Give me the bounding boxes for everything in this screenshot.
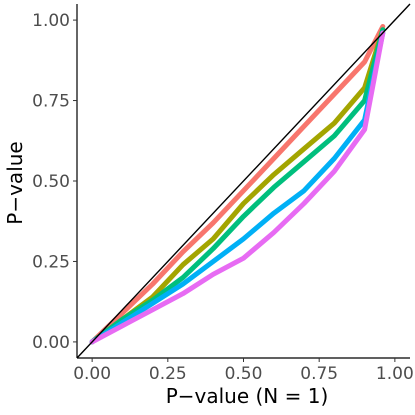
x-axis-ticks: 0.00 0.25 0.50 0.75 1.00	[73, 358, 414, 384]
series-layer	[89, 24, 386, 345]
series-line-5	[89, 30, 386, 345]
x-tick-label: 0.75	[300, 364, 338, 384]
series-line-1	[89, 24, 386, 345]
x-tick-label: 1.00	[376, 364, 414, 384]
series-line-4	[89, 30, 386, 345]
series-line-3	[89, 27, 386, 345]
x-tick-label: 0.50	[225, 364, 263, 384]
y-tick-label: 1.00	[32, 11, 70, 31]
y-axis-ticks: 0.00 0.25 0.50 0.75 1.00	[32, 11, 77, 353]
y-tick-label: 0.75	[32, 92, 70, 112]
x-axis-title: P−value (N = 1)	[166, 384, 329, 408]
y-axis-title: P−value	[3, 141, 27, 224]
y-tick-label: 0.50	[32, 172, 70, 192]
x-tick-label: 0.00	[73, 364, 111, 384]
y-tick-label: 0.00	[32, 333, 70, 353]
reference-diagonal-line	[76, 3, 411, 359]
y-tick-label: 0.25	[32, 252, 70, 272]
x-tick-label: 0.25	[149, 364, 187, 384]
